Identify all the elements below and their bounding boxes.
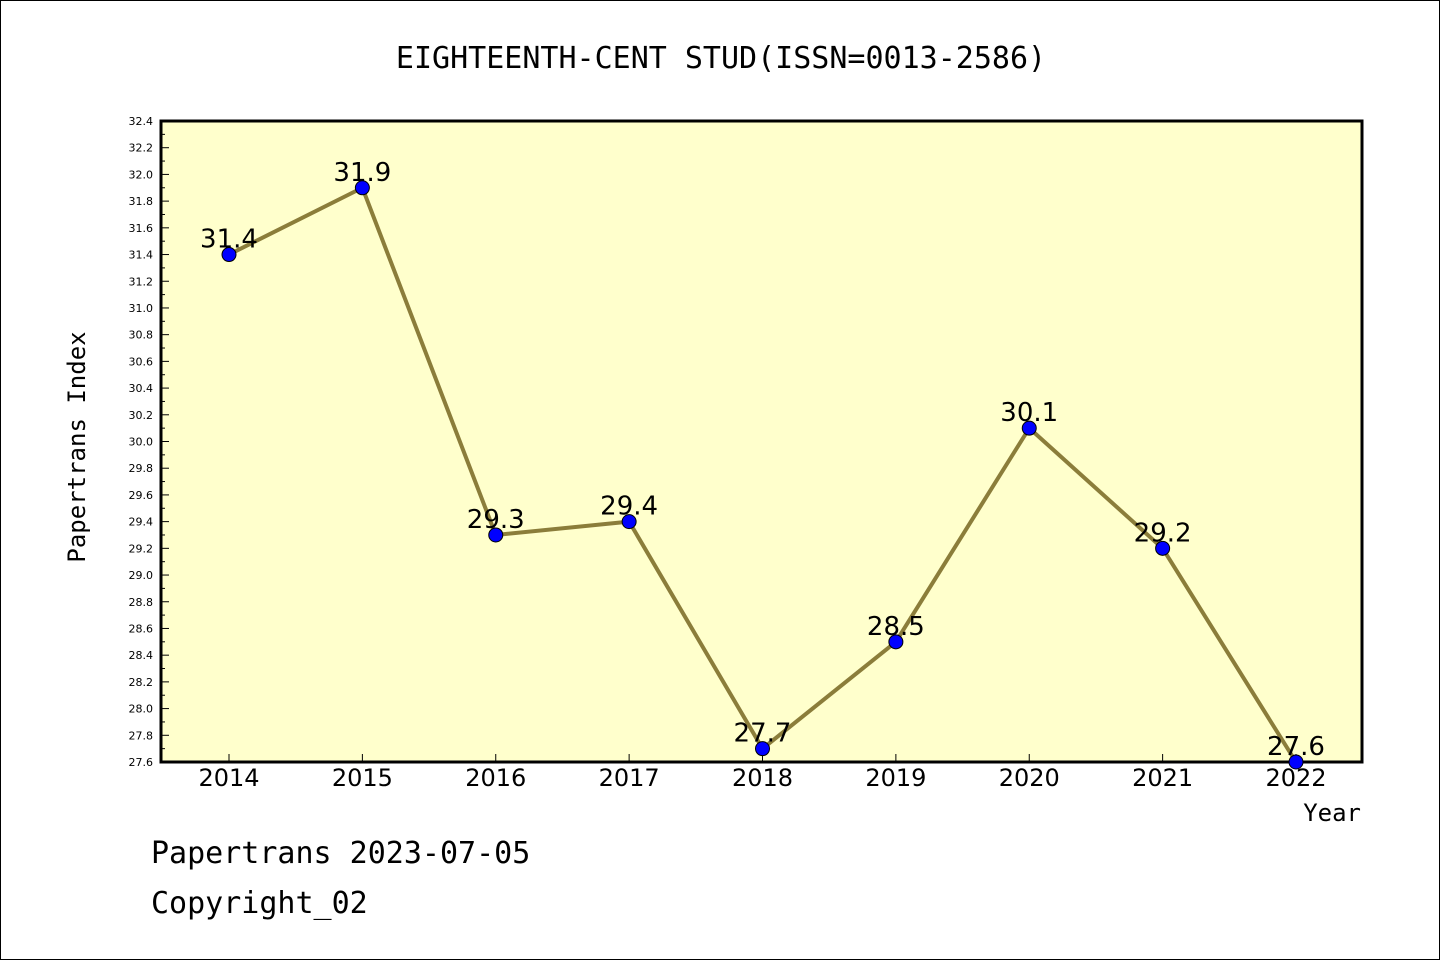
y-tick-label: 29.2 bbox=[129, 542, 154, 555]
data-point bbox=[888, 634, 904, 650]
y-axis-label: Papertrans Index bbox=[63, 331, 91, 562]
y-tick-label: 30.0 bbox=[129, 436, 154, 449]
data-label: 27.7 bbox=[734, 719, 792, 749]
x-tick-label: 2014 bbox=[198, 764, 259, 792]
y-tick-label: 28.4 bbox=[129, 649, 154, 662]
x-axis-label: Year bbox=[1303, 799, 1361, 827]
data-label: 31.4 bbox=[200, 225, 258, 255]
y-tick-label: 31.8 bbox=[129, 195, 154, 208]
y-tick-label: 31.2 bbox=[129, 275, 154, 288]
data-label: 29.3 bbox=[467, 505, 525, 535]
y-tick-label: 31.6 bbox=[129, 222, 154, 235]
y-tick-label: 32.4 bbox=[129, 115, 154, 128]
x-axis: 2014 2015 2016 2017 2018 2019 2020 2021 2022 bbox=[198, 754, 1327, 792]
y-tick-label: 30.8 bbox=[129, 329, 154, 342]
y-tick-label: 29.0 bbox=[129, 569, 154, 582]
y-tick-label: 32.2 bbox=[129, 142, 154, 155]
x-tick-label: 2017 bbox=[599, 764, 660, 792]
series-layer bbox=[221, 180, 1304, 770]
data-point bbox=[221, 247, 237, 263]
y-tick-label: 30.6 bbox=[129, 355, 154, 368]
x-tick-label: 2021 bbox=[1132, 764, 1193, 792]
x-tick-label: 2015 bbox=[332, 764, 393, 792]
y-tick-label: 29.8 bbox=[129, 462, 154, 475]
y-tick-label: 29.4 bbox=[129, 516, 154, 529]
y-tick-label: 31.0 bbox=[129, 302, 154, 315]
y-tick-label: 28.0 bbox=[129, 703, 154, 716]
y-tick-label: 28.8 bbox=[129, 596, 154, 609]
plot-area bbox=[159, 119, 1364, 764]
data-label: 29.4 bbox=[600, 492, 658, 522]
data-label: 27.6 bbox=[1267, 732, 1325, 762]
y-tick-label: 30.4 bbox=[129, 382, 154, 395]
data-label: 29.2 bbox=[1134, 518, 1192, 548]
y-tick-label: 29.6 bbox=[129, 489, 154, 502]
x-tick-label: 2020 bbox=[999, 764, 1060, 792]
chart-title: EIGHTEENTH-CENT STUD(ISSN=0013-2586) bbox=[396, 41, 1046, 76]
y-tick-label: 32.0 bbox=[129, 168, 154, 181]
data-point bbox=[621, 514, 637, 530]
data-labels: 31.4 31.9 29.3 29.4 27.7 28.5 30.1 29.2 27.6 bbox=[200, 158, 1325, 762]
y-tick-label: 30.2 bbox=[129, 409, 154, 422]
x-tick-label: 2019 bbox=[865, 764, 926, 792]
data-label: 30.1 bbox=[1000, 398, 1058, 428]
y-tick-label: 27.8 bbox=[129, 729, 154, 742]
y-tick-label: 31.4 bbox=[129, 249, 154, 262]
footer-copyright: Copyright_02 bbox=[151, 886, 368, 921]
data-point bbox=[1155, 540, 1171, 556]
x-tick-label: 2018 bbox=[732, 764, 793, 792]
y-tick-label: 28.2 bbox=[129, 676, 154, 689]
y-tick-label: 27.6 bbox=[129, 756, 154, 769]
y-axis: 27.6 27.8 28.0 28.2 28.4 28.6 28.8 29.0 29.2 29.4… bbox=[129, 115, 169, 769]
x-tick-label: 2016 bbox=[465, 764, 526, 792]
y-tick-label: 28.6 bbox=[129, 622, 154, 635]
data-label: 28.5 bbox=[867, 612, 925, 642]
footer-date: Papertrans 2023-07-05 bbox=[151, 836, 531, 871]
data-point bbox=[354, 180, 370, 196]
data-label: 31.9 bbox=[333, 158, 391, 188]
data-point bbox=[1288, 754, 1304, 770]
data-point bbox=[1021, 420, 1037, 436]
data-point bbox=[755, 741, 770, 757]
data-point bbox=[488, 527, 504, 543]
